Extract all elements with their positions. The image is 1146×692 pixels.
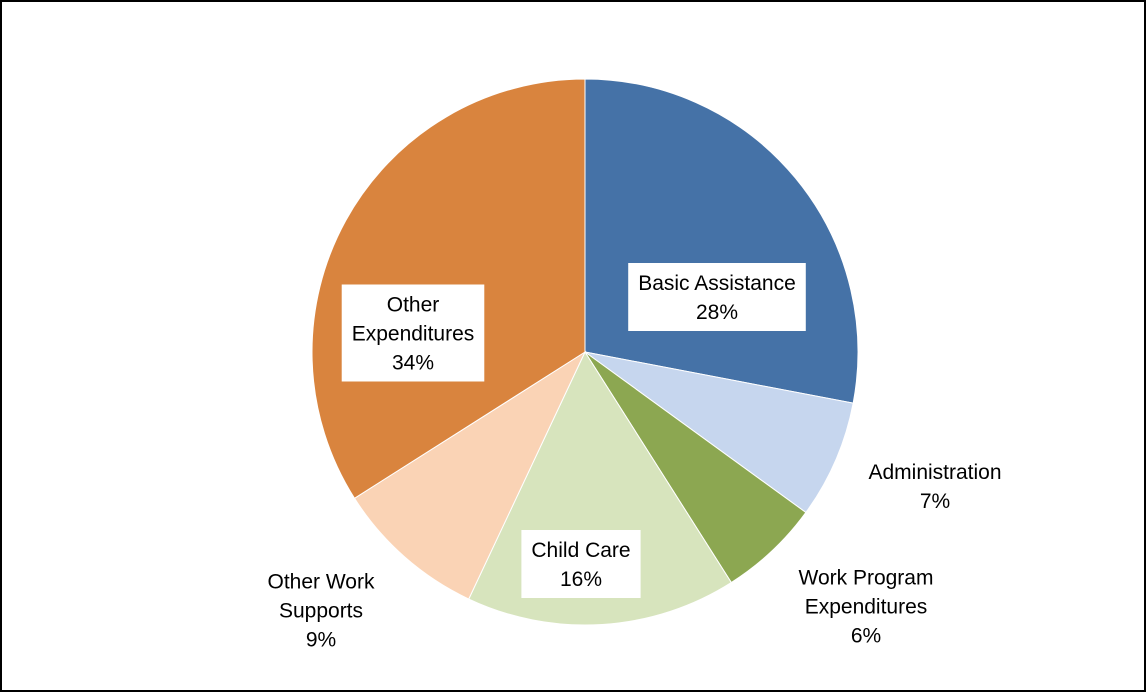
data-label-basic-assistance: Basic Assistance 28% xyxy=(628,263,806,331)
data-label-work-program-expenditures: Work Program Expenditures 6% xyxy=(799,566,934,647)
pie-slice-administration xyxy=(584,351,854,514)
data-label-child-care: Child Care 16% xyxy=(521,530,641,598)
data-label-text: Other Work xyxy=(268,570,375,593)
data-label-box xyxy=(628,263,806,331)
data-label-text: Expenditures xyxy=(805,595,928,618)
data-label-percent: 34% xyxy=(392,351,434,374)
data-label-percent: 16% xyxy=(560,568,602,591)
data-label-text: Work Program xyxy=(799,566,934,589)
data-label-percent: 6% xyxy=(851,624,881,647)
pie-labels: Basic Assistance 28% Administration 7% Work … xyxy=(268,263,1002,651)
pie-slice-other-work-supports xyxy=(353,350,587,600)
data-label-percent: 28% xyxy=(696,301,738,324)
data-label-text: Child Care xyxy=(531,539,630,562)
data-label-administration: Administration 7% xyxy=(868,461,1001,513)
data-label-text: Basic Assistance xyxy=(638,272,796,295)
data-label-text: Other xyxy=(387,293,440,316)
data-label-box xyxy=(521,530,641,598)
data-label-text: Administration xyxy=(868,461,1001,484)
data-label-box xyxy=(341,284,485,382)
data-label-percent: 9% xyxy=(306,628,336,651)
data-label-text: Supports xyxy=(279,599,363,622)
data-label-text: Expenditures xyxy=(352,322,475,345)
data-label-other-expenditures: Other Expenditures 34% xyxy=(341,284,485,382)
data-label-other-work-supports: Other Work Supports 9% xyxy=(268,570,375,651)
data-label-percent: 7% xyxy=(920,490,950,513)
